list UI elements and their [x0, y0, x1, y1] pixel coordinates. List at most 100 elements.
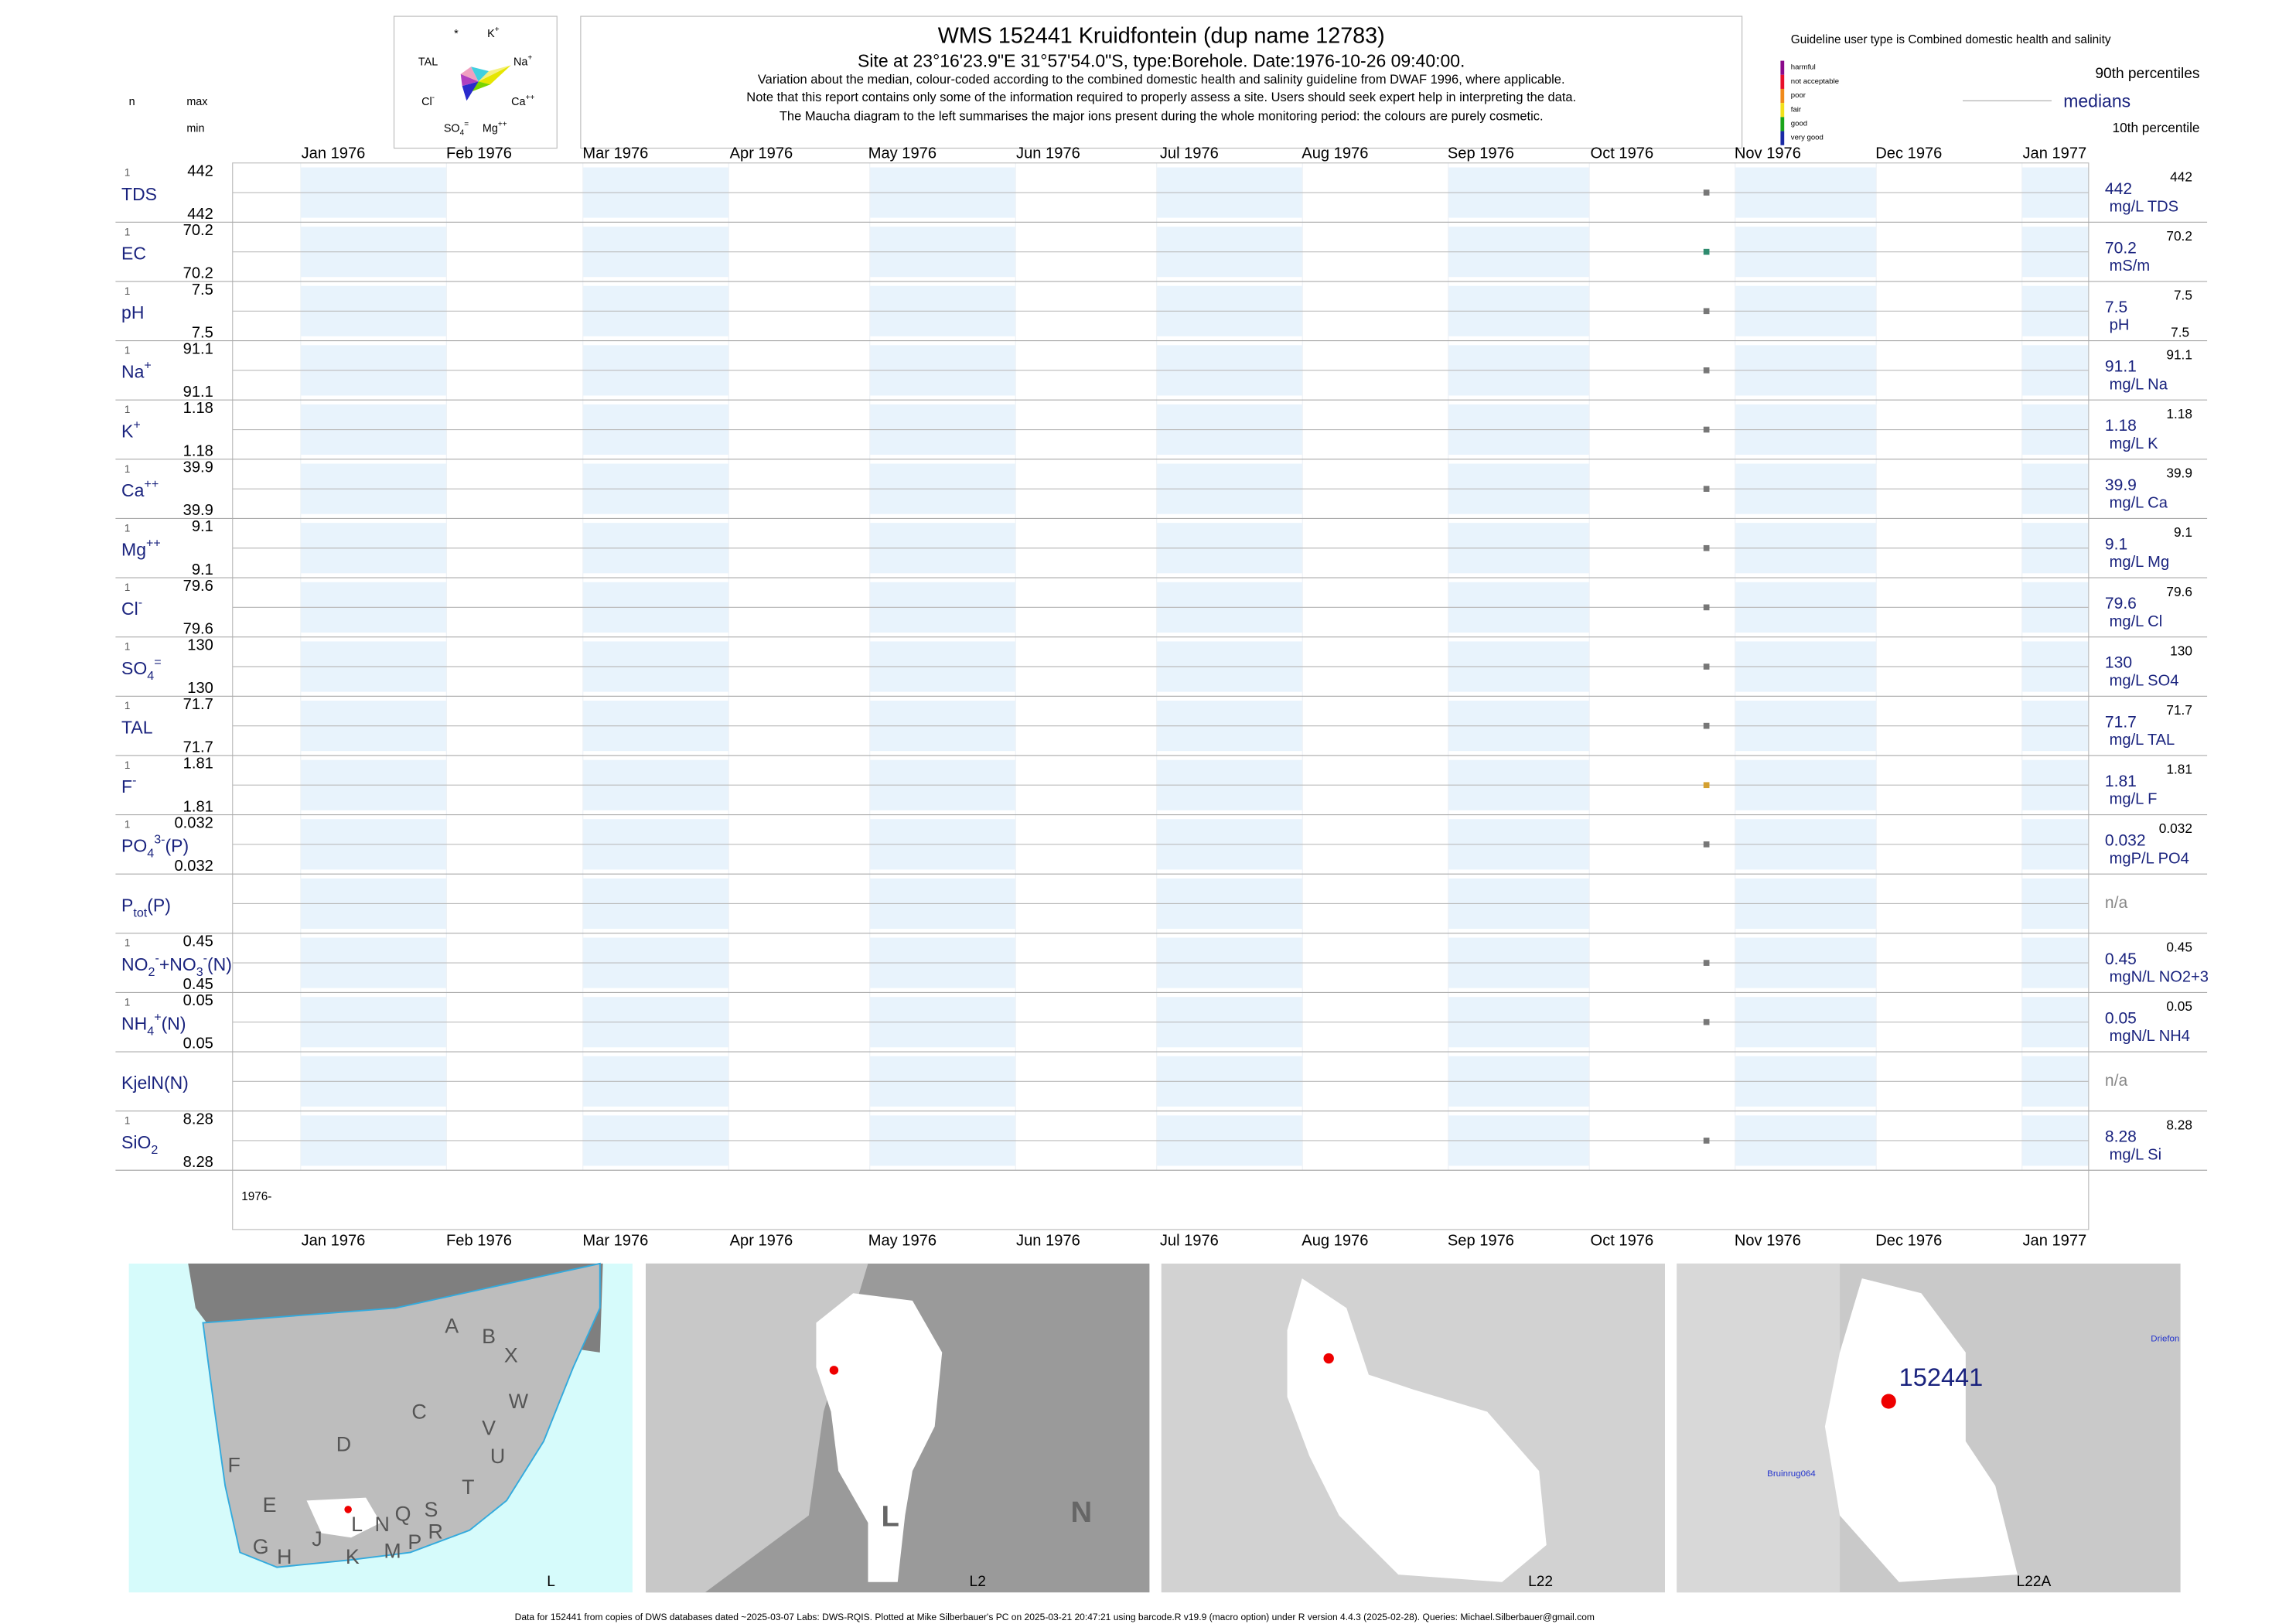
place-label: Bruinrug064 — [1767, 1469, 1816, 1479]
text-part: 4 — [147, 669, 154, 683]
min-value: 130 — [187, 680, 213, 697]
min-value: 1.81 — [183, 798, 213, 815]
month-label: Feb 1976 — [446, 145, 512, 162]
maucha-diagram — [460, 65, 511, 101]
note: Variation about the median, colour-coded… — [758, 73, 1565, 87]
text-part: SiO — [121, 1132, 151, 1152]
unit-label: mg/L K — [2110, 435, 2159, 452]
map-panel: 152441 Bruinrug064 Driefon L22A — [1677, 1263, 2181, 1593]
text-part: (N) — [207, 954, 232, 974]
month-label: Dec 1976 — [1875, 145, 1942, 162]
median-value: 130 — [2105, 654, 2132, 672]
max-value: 7.5 — [192, 281, 213, 299]
site-label: 152441 — [1899, 1363, 1984, 1391]
n-value: 1 — [125, 463, 130, 475]
year-label: 1976- — [241, 1190, 271, 1203]
guideline-class: not acceptable — [1791, 77, 1839, 86]
month-label: May 1976 — [868, 1233, 936, 1250]
median-value: 0.45 — [2105, 950, 2137, 968]
max-value: 0.05 — [183, 992, 213, 1009]
text-part: +NO — [159, 954, 196, 974]
guideline-swatch — [1780, 103, 1785, 118]
guideline-class: harmful — [1791, 63, 1816, 72]
unit-label: mg/L SO4 — [2110, 672, 2179, 689]
text-part: SO — [444, 122, 460, 135]
title-box — [580, 15, 1743, 149]
n-value: 1 — [125, 1115, 130, 1127]
max-label: max — [186, 96, 208, 108]
n-value: 1 — [125, 641, 130, 653]
max-value: 79.6 — [183, 578, 213, 595]
land — [202, 1262, 601, 1568]
text-part: - — [432, 94, 435, 102]
unit-label: mg/L Mg — [2110, 554, 2169, 571]
sample-point — [1703, 1018, 1710, 1025]
min-value: 39.9 — [183, 502, 213, 519]
map-letter: L — [882, 1500, 899, 1534]
unit-label: mS/m — [2110, 258, 2151, 275]
right-max: 130 — [2170, 643, 2192, 658]
unit-label: mg/L Na — [2110, 376, 2168, 393]
map-letter: A — [445, 1314, 459, 1337]
map-letter: D — [336, 1433, 351, 1456]
unit-label: mg/L Si — [2110, 1146, 2161, 1163]
map-letter: K — [346, 1545, 360, 1568]
maucha-label: Ca++ — [511, 94, 534, 108]
month-label: Oct 1976 — [1591, 1233, 1654, 1250]
maucha-label: K+ — [487, 26, 500, 40]
n-value: 1 — [125, 937, 130, 949]
text-part: = — [154, 655, 161, 669]
month-label: Nov 1976 — [1735, 145, 1801, 162]
parameter-name: NH4+(N) — [121, 1011, 186, 1039]
text-part: NO — [121, 954, 148, 974]
text-part: - — [132, 773, 136, 787]
guideline-swatch — [1780, 74, 1785, 89]
guideline-title: Guideline user type is Combined domestic… — [1791, 33, 2111, 46]
text-part: ++ — [146, 537, 161, 551]
n-value: 1 — [125, 700, 130, 711]
map-letter: U — [490, 1445, 505, 1468]
right-max: 442 — [2170, 169, 2192, 184]
guideline-class: good — [1791, 120, 1807, 128]
guideline-swatch — [1780, 88, 1785, 104]
median-value: 0.032 — [2105, 832, 2146, 850]
median-value: 8.28 — [2105, 1128, 2137, 1146]
median-value: 442 — [2105, 180, 2132, 198]
parameter-name: K+ — [121, 418, 141, 442]
map-panel: L22 — [1161, 1263, 1666, 1593]
text-part: 2 — [151, 1143, 158, 1157]
guideline-class: fair — [1791, 105, 1802, 114]
sample-point — [1703, 782, 1710, 789]
text-part: * — [454, 28, 459, 40]
unit-label: mgN/L NH4 — [2110, 1028, 2190, 1045]
min-value: 79.6 — [183, 620, 213, 637]
note: The Maucha diagram to the left summarise… — [780, 110, 1544, 124]
na-label: n/a — [2105, 1072, 2128, 1090]
text-part: Na — [121, 362, 145, 382]
maucha-label: * — [454, 28, 459, 40]
sample-point — [1703, 248, 1710, 255]
month-label: Feb 1976 — [446, 1233, 512, 1250]
parameter-name: Mg++ — [121, 537, 161, 560]
map-label: L22A — [2017, 1574, 2052, 1590]
right-max: 71.7 — [2166, 702, 2192, 718]
month-label: Nov 1976 — [1735, 1233, 1801, 1250]
p10-label: 10th percentile — [2113, 120, 2200, 135]
unit-label: mg/L F — [2110, 791, 2158, 808]
guideline-class: poor — [1791, 91, 1806, 100]
text-part: + — [154, 1011, 161, 1025]
month-label: Jan 1976 — [302, 145, 366, 162]
month-label: Jun 1976 — [1016, 145, 1080, 162]
parameter-name: EC — [121, 244, 146, 264]
text-part: PO — [121, 836, 147, 856]
min-value: 91.1 — [183, 384, 213, 401]
text-part: - — [138, 595, 142, 609]
region-l — [306, 1497, 381, 1538]
min-value: 0.032 — [175, 858, 213, 875]
catchment — [1287, 1278, 1547, 1582]
na-label: n/a — [2105, 894, 2128, 912]
unit-label: pH — [2110, 317, 2130, 334]
map-letter: J — [312, 1527, 322, 1551]
n-value: 1 — [125, 167, 130, 179]
